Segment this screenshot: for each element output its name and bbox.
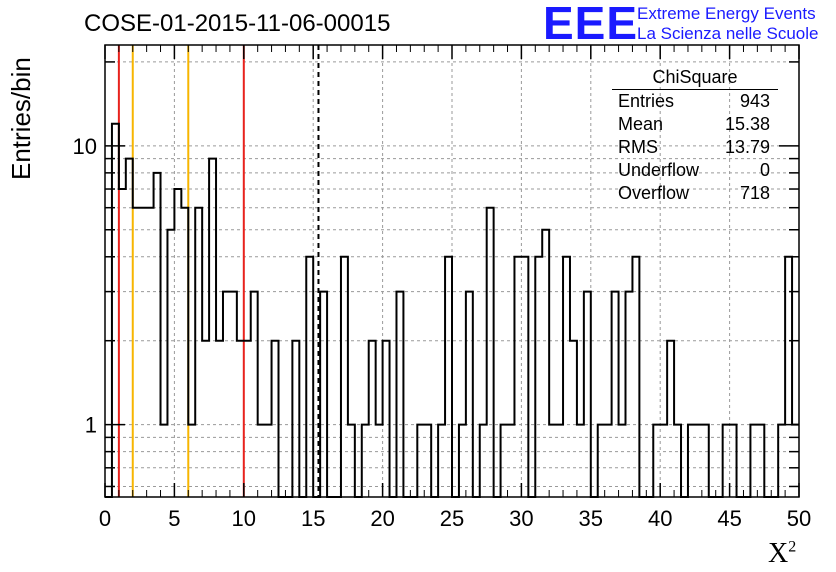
y-axis-label: Entries/bin [6,57,36,180]
stats-row-mean: Mean 15.38 [618,114,770,134]
run-title: COSE-01-2015-11-06-00015 [84,10,391,37]
x-tick-label: 5 [168,506,180,531]
x-tick-label: 45 [717,506,741,531]
histogram-step-line [105,122,799,498]
stats-box-title: ChiSquare [612,66,778,90]
stats-box: ChiSquare Entries 943 Mean 15.38 RMS 13.79 … [612,66,778,205]
x-tick-label: 50 [787,506,811,531]
y-tick-label: 10 [73,134,97,159]
x-tick-label: 25 [440,506,464,531]
axis-ticks [104,45,800,497]
axis-tick-labels: 0 5 10 15 20 25 30 35 40 45 50 1 10 [73,134,812,531]
y-tick-label: 1 [85,413,97,438]
eee-logo: EEE [543,0,639,49]
reference-lines [117,45,320,497]
logo-subtitle-line2: La Scienza nelle Scuole [637,24,819,43]
logo-subtitle-line1: Extreme Energy Events [637,4,816,23]
x-tick-label: 40 [648,506,672,531]
stats-row-underflow: Underflow 0 [618,160,770,180]
x-tick-label: 0 [99,506,111,531]
x-tick-label: 30 [509,506,533,531]
x-tick-label: 15 [301,506,325,531]
x-tick-label: 35 [579,506,603,531]
stats-row-entries: Entries 943 [618,91,770,111]
grid [105,45,799,497]
x-tick-label: 20 [370,506,394,531]
x-tick-label: 10 [232,506,256,531]
x-axis-label: X2 [768,538,797,569]
stats-row-overflow: Overflow 718 [618,183,770,203]
stats-row-rms: RMS 13.79 [618,137,770,157]
